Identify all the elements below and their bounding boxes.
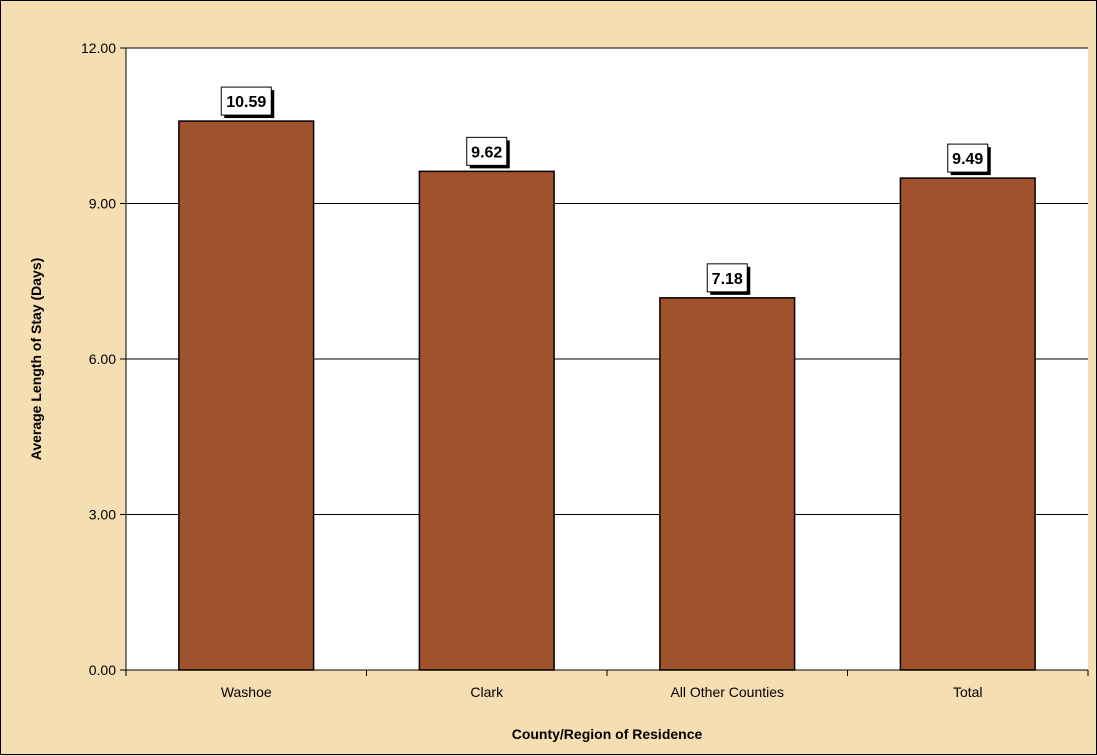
y-tick-label: 9.00	[89, 196, 116, 212]
bar	[659, 297, 796, 671]
x-axis-title: County/Region of Residence	[512, 726, 703, 742]
data-label-box	[220, 86, 272, 116]
y-tick-label: 0.00	[89, 662, 116, 678]
x-tick-label: Clark	[470, 684, 504, 700]
y-tick-label: 6.00	[89, 351, 116, 367]
data-label: 10.59	[226, 94, 266, 111]
bars	[178, 120, 1036, 671]
y-tick-label: 12.00	[81, 40, 116, 56]
data-label-box	[947, 143, 989, 173]
data-label: 9.49	[952, 151, 983, 168]
data-label: 9.62	[471, 144, 502, 161]
y-tick-label: 3.00	[89, 507, 116, 523]
axes: 0.00 3.00 6.00 9.00 12.00 Washoe Clark All Othe…	[81, 40, 1089, 700]
x-tick-label: Washoe	[221, 684, 272, 700]
data-label-box	[466, 136, 508, 166]
x-tick-label: All Other Counties	[670, 684, 784, 700]
bar	[899, 177, 1036, 671]
bar	[178, 120, 315, 671]
y-axis-title: Average Length of Stay (Days)	[28, 258, 44, 461]
x-tick-label: Total	[953, 684, 983, 700]
data-labels: 10.59 9.62 7.18 9.49	[220, 86, 991, 295]
data-label: 7.18	[712, 271, 743, 288]
bar	[418, 170, 555, 671]
data-label-box	[706, 263, 748, 293]
